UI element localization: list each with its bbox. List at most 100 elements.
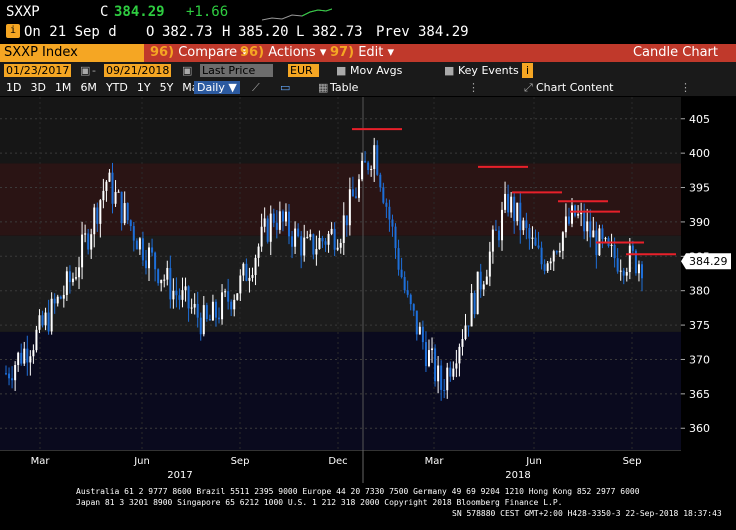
line-chart-icon[interactable]: ⟋: [252, 81, 260, 94]
candle-body: [141, 238, 144, 261]
edit-label: Edit: [358, 45, 384, 60]
candle-body: [144, 260, 147, 269]
candle-body: [284, 211, 287, 222]
table-icon[interactable]: ▦: [318, 81, 329, 94]
candle-body: [625, 272, 628, 276]
candle-body: [68, 271, 71, 283]
period-button-3d[interactable]: 3D: [30, 81, 46, 94]
info-icon[interactable]: i: [522, 63, 533, 78]
candle-body: [90, 234, 93, 250]
candle-body: [160, 279, 163, 284]
candle-body: [275, 222, 278, 230]
last-price-marker: [681, 253, 731, 270]
candle-body: [357, 179, 360, 198]
candle-body: [546, 263, 549, 271]
edit-button[interactable]: 97) Edit ▾: [330, 44, 394, 62]
candle-body: [403, 277, 406, 291]
candle-body: [583, 212, 586, 232]
candle-body: [96, 207, 99, 224]
candle-body: [330, 228, 333, 234]
y-tick-label: 370: [689, 353, 710, 366]
candle-body: [50, 298, 53, 332]
candle-body: [306, 236, 309, 238]
table-button[interactable]: Table: [330, 81, 359, 94]
candle-body: [437, 365, 440, 382]
candle-body: [616, 258, 619, 272]
candle-body: [114, 192, 117, 204]
key-events-toggle[interactable]: Key Events: [458, 64, 519, 77]
candle-body: [348, 189, 351, 226]
period-button-1d[interactable]: 1D: [6, 81, 22, 94]
checkbox-icon[interactable]: ■: [336, 64, 347, 77]
candle-chart[interactable]: [0, 97, 681, 450]
start-date-field[interactable]: 01/23/2017: [4, 64, 72, 77]
edit-number: 97): [330, 45, 355, 60]
candle-body: [148, 247, 151, 269]
security-field[interactable]: SXXP Index: [0, 44, 144, 62]
candle-body: [263, 218, 266, 227]
period-button-5y[interactable]: 5Y: [159, 81, 174, 94]
candle-body: [93, 207, 96, 235]
mov-avgs-toggle[interactable]: Mov Avgs: [350, 64, 403, 77]
candle-body: [102, 190, 105, 201]
candle-body: [394, 226, 397, 249]
candle-body: [637, 264, 640, 274]
footer-line-2: Japan 81 3 3201 8900 Singapore 65 6212 1…: [76, 498, 563, 507]
candle-body: [418, 326, 421, 335]
period-button-ytd[interactable]: YTD: [105, 81, 128, 94]
candle-body: [470, 293, 473, 327]
candle-body: [336, 247, 339, 250]
candle-body: [388, 206, 391, 220]
actions-button[interactable]: 96) Actions ▾: [240, 44, 326, 62]
candle-body: [269, 213, 272, 242]
candle-body: [117, 191, 120, 193]
y-tick-label: 390: [689, 216, 710, 229]
candle-body: [291, 236, 294, 247]
x-tick-label: Sep: [623, 456, 642, 467]
candle-body: [586, 221, 589, 232]
footer: Australia 61 2 9777 8600 Brazil 5511 239…: [0, 483, 736, 530]
chevron-down-icon: ▾: [241, 45, 248, 60]
candle-body: [187, 286, 190, 309]
grip-icon[interactable]: ⋮: [468, 81, 479, 94]
candle-body: [382, 187, 385, 203]
period-button-1y[interactable]: 1Y: [136, 81, 151, 94]
chart-content-button[interactable]: Chart Content: [536, 81, 614, 94]
candle-body: [634, 250, 637, 274]
actions-number: 96): [240, 45, 265, 60]
candle-body: [151, 247, 154, 253]
candle-body: [333, 228, 336, 250]
frequency-select[interactable]: Daily ▼: [194, 81, 240, 94]
candle-body: [397, 248, 400, 270]
currency-select[interactable]: EUR: [288, 64, 319, 77]
info-icon[interactable]: i: [6, 24, 20, 38]
candle-body: [23, 348, 26, 364]
candle-body: [534, 237, 537, 246]
period-button-1m[interactable]: 1M: [54, 81, 72, 94]
candle-body: [38, 315, 41, 330]
calendar-icon[interactable]: ▣: [182, 64, 193, 77]
y-tick-label: 360: [689, 422, 710, 435]
candle-body: [260, 226, 263, 247]
end-date-field[interactable]: 09/21/2018: [104, 64, 172, 77]
candle-body: [604, 238, 607, 240]
x-tick-label: Mar: [31, 456, 51, 467]
chart-style-icon[interactable]: ▭: [280, 81, 291, 94]
checkbox-icon[interactable]: ■: [444, 64, 455, 77]
candle-body: [549, 261, 552, 264]
candle-body: [488, 251, 491, 277]
candle-body: [218, 317, 221, 320]
candle-body: [561, 232, 564, 251]
candle-body: [379, 174, 382, 188]
candle-body: [81, 234, 84, 268]
calendar-icon[interactable]: ▣: [80, 64, 91, 77]
compare-button[interactable]: 96) Compare ▾: [150, 44, 248, 62]
candle-body: [32, 350, 35, 357]
candle-body: [516, 202, 519, 222]
candle-body: [59, 296, 62, 299]
grip-icon[interactable]: ⋮: [680, 81, 691, 94]
field-select[interactable]: Last Price: [200, 64, 274, 77]
candle-body: [278, 211, 281, 230]
candle-body: [446, 367, 449, 391]
period-button-6m[interactable]: 6M: [80, 81, 97, 94]
